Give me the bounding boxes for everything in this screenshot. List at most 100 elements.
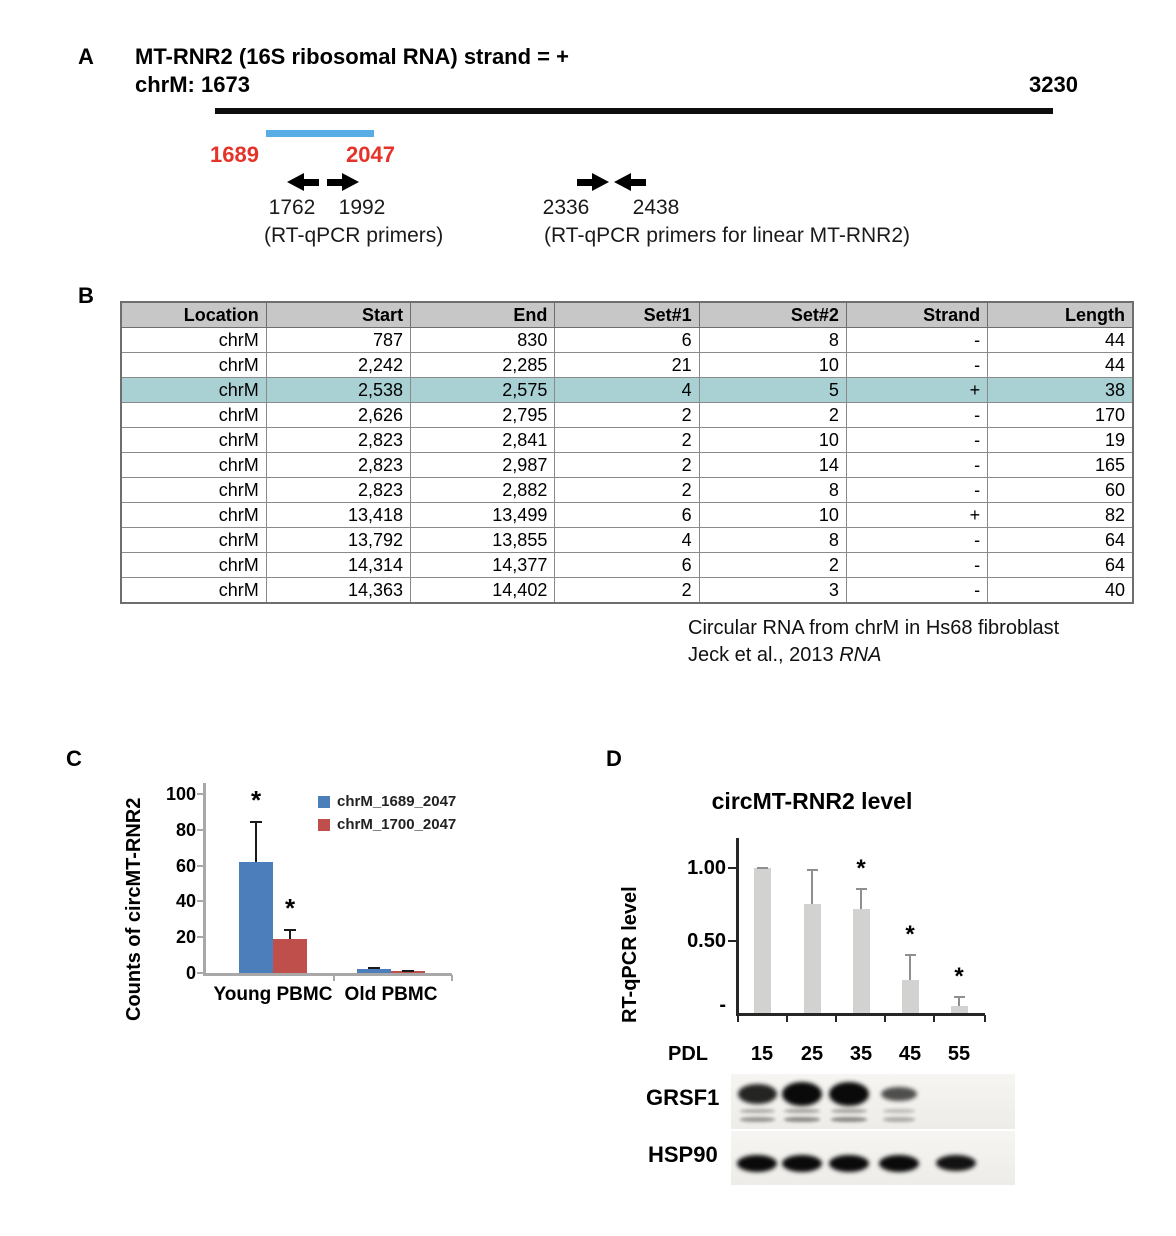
table-cell: 2,823 (265, 452, 412, 478)
d-xtick-mark (933, 1015, 935, 1022)
d-bar (950, 1005, 968, 1013)
table-cell: 14,314 (265, 552, 412, 578)
table-cell: - (845, 427, 989, 453)
table-cell: 2,285 (410, 352, 556, 378)
gene-body-line (215, 108, 1053, 114)
d-x-axis-line (736, 1013, 985, 1016)
d-xtick-mark (984, 1015, 986, 1022)
table-cell: 10 (698, 352, 847, 378)
blot-subband-GRSF1 (831, 1109, 867, 1113)
primer1-left-coord: 1762 (268, 196, 316, 219)
panel-d-label: D (606, 746, 622, 771)
d-bar (901, 979, 919, 1013)
pdl-row-label: PDL (668, 1043, 708, 1065)
blot-subband-GRSF1 (739, 1109, 775, 1113)
c-legend-item: chrM_1700_2047 (318, 816, 456, 833)
table-cell: 13,499 (410, 502, 556, 528)
table-cell: chrM (120, 452, 267, 478)
grsf1-blot-strip (731, 1074, 1015, 1129)
table-row-highlighted: chrM 2,538 2,575 4 5 +38 (120, 377, 1134, 403)
c-legend-item: chrM_1689_2047 (318, 793, 456, 810)
c-ytick-label: 80 (175, 819, 196, 840)
blot-band-HSP90 (879, 1154, 919, 1172)
table-cell: 2 (698, 552, 847, 578)
primer2-left-coord: 2336 (542, 196, 590, 219)
table-cell: 2,823 (265, 477, 412, 503)
table-cell: 60 (987, 477, 1134, 503)
pdl-lane-label: 25 (800, 1043, 824, 1065)
table-cell: 8 (698, 527, 847, 553)
table-row: chrM 13,792 13,855 4 8-64 (120, 527, 1134, 553)
column-header: End (410, 301, 556, 328)
legend-swatch-icon (318, 818, 330, 831)
table-row: chrM 2,823 2,882 2 8-60 (120, 477, 1134, 503)
panel-b-label: B (78, 283, 94, 308)
table-cell: 6 (554, 552, 700, 578)
c-ytick-mark (197, 864, 203, 867)
table-cell: 64 (987, 552, 1134, 578)
pdl-lane-label: 35 (849, 1043, 873, 1065)
c-category-label: Young PBMC (213, 984, 333, 1005)
c-y-axis-title: Counts of circMT-RNR2 (123, 797, 145, 1021)
c-ytick-mark (197, 828, 203, 831)
blot-subband-GRSF1 (883, 1109, 915, 1113)
c-bar-chrM_1689_2047 (239, 862, 273, 973)
circRNA-table: Location Start End Set#1 Set#2 Strand Length c… (120, 301, 1134, 604)
table-cell: 2,242 (265, 352, 412, 378)
c-error-cap (402, 970, 414, 973)
table-cell: - (845, 452, 989, 478)
c-ytick-label: 20 (175, 927, 196, 948)
table-cell: 2,987 (410, 452, 556, 478)
d-xtick-mark (835, 1015, 837, 1022)
d-y-axis-line (736, 838, 739, 1015)
journal-name: RNA (839, 644, 882, 666)
table-cell: chrM (120, 527, 267, 553)
table-cell: chrM (120, 402, 267, 428)
d-significance-star: * (856, 855, 866, 883)
pdl-lane-label: 45 (898, 1043, 922, 1065)
c-ytick-mark (197, 900, 203, 903)
table-cell: 64 (987, 527, 1134, 553)
c-significance-star: * (284, 893, 296, 924)
column-header: Length (987, 301, 1134, 328)
d-error-bar (811, 869, 813, 905)
d-error-bar (958, 995, 960, 1006)
table-cell: 21 (554, 352, 700, 378)
c-x-axis-line (203, 973, 452, 976)
c-category-label: Old PBMC (344, 984, 438, 1005)
panel-c-label: C (66, 746, 82, 771)
table-cell: 2,795 (410, 402, 556, 428)
blot-band-GRSF1 (737, 1084, 777, 1104)
blot-subband-GRSF1 (831, 1117, 867, 1122)
table-cell: 2 (698, 402, 847, 428)
blot-subband-GRSF1 (739, 1117, 775, 1122)
table-cell: - (845, 352, 989, 378)
c-significance-star: * (250, 784, 262, 815)
blot-band-HSP90 (829, 1154, 869, 1172)
primer1-reverse-arrow-icon (287, 173, 319, 191)
table-cell: 5 (698, 377, 847, 403)
column-header: Location (120, 301, 267, 328)
primer2-reverse-arrow-icon (614, 173, 646, 191)
d-bar (753, 868, 771, 1013)
primer1-right-coord: 1992 (338, 196, 386, 219)
table-cell: 2,538 (265, 377, 412, 403)
table-cell: 2,882 (410, 477, 556, 503)
pdl-lane-label: 15 (750, 1043, 774, 1065)
d-significance-star: * (954, 962, 964, 990)
d-error-bar (909, 953, 911, 980)
c-y-axis-line (203, 783, 206, 975)
table-cell: 82 (987, 502, 1134, 528)
d-error-cap (806, 869, 818, 872)
c-error-bar (255, 820, 257, 862)
gene-title: MT-RNR2 (16S ribosomal RNA) strand = + (135, 44, 569, 69)
primer2-forward-arrow-icon (577, 173, 609, 191)
c-bar-chrM_1700_2047 (273, 938, 307, 973)
table-cell: chrM (120, 427, 267, 453)
table-cell: - (845, 402, 989, 428)
table-cell: chrM (120, 352, 267, 378)
table-cell: 14,377 (410, 552, 556, 578)
table-cell: 4 (554, 377, 700, 403)
table-cell: 13,855 (410, 527, 556, 553)
c-ytick-label: 40 (175, 891, 196, 912)
